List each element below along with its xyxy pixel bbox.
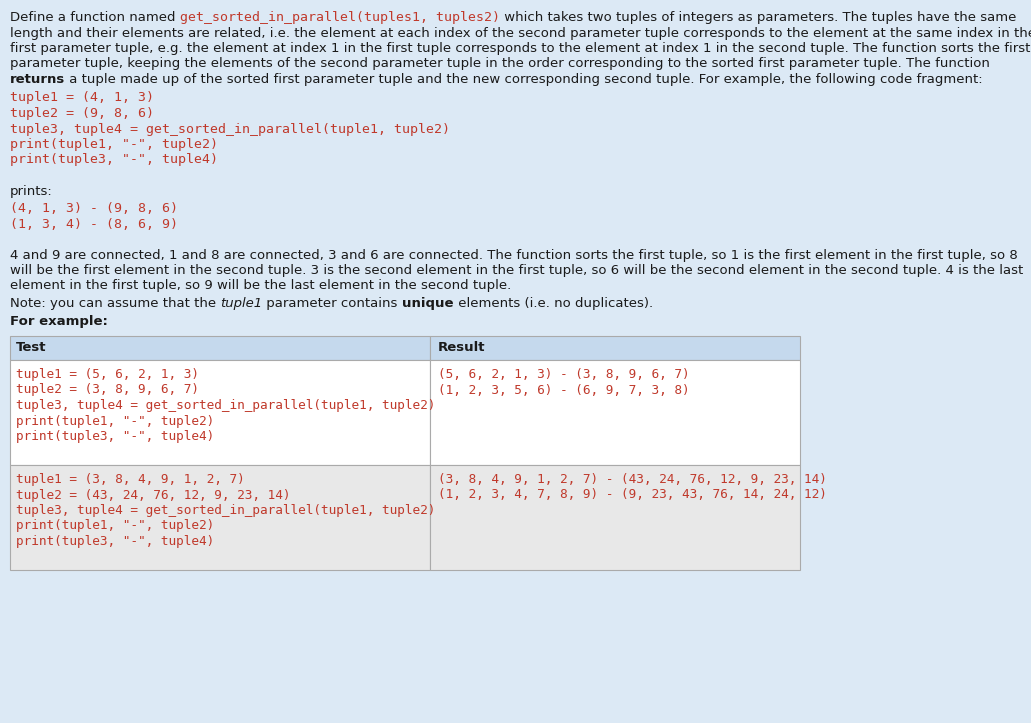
- Text: print(tuple3, "-", tuple4): print(tuple3, "-", tuple4): [16, 430, 214, 443]
- Text: (1, 2, 3, 5, 6) - (6, 9, 7, 3, 8): (1, 2, 3, 5, 6) - (6, 9, 7, 3, 8): [438, 383, 690, 396]
- Text: elements (i.e. no duplicates).: elements (i.e. no duplicates).: [454, 297, 653, 310]
- Text: Result: Result: [438, 341, 486, 354]
- Text: print(tuple3, "-", tuple4): print(tuple3, "-", tuple4): [10, 153, 218, 166]
- Text: unique: unique: [402, 297, 454, 310]
- Bar: [430, 336, 800, 360]
- Bar: [430, 465, 800, 570]
- Text: Define a function named: Define a function named: [10, 11, 179, 24]
- Text: tuple3, tuple4 = get_sorted_in_parallel(tuple1, tuple2): tuple3, tuple4 = get_sorted_in_parallel(…: [16, 399, 435, 412]
- Text: Test: Test: [16, 341, 46, 354]
- Text: prints:: prints:: [10, 184, 53, 197]
- Text: tuple1 = (3, 8, 4, 9, 1, 2, 7): tuple1 = (3, 8, 4, 9, 1, 2, 7): [16, 473, 244, 486]
- Text: a tuple made up of the sorted first parameter tuple and the new corresponding se: a tuple made up of the sorted first para…: [65, 73, 983, 86]
- Text: tuple1 = (4, 1, 3): tuple1 = (4, 1, 3): [10, 92, 154, 105]
- Text: tuple3, tuple4 = get_sorted_in_parallel(tuple1, tuple2): tuple3, tuple4 = get_sorted_in_parallel(…: [16, 504, 435, 517]
- Text: parameter tuple, keeping the elements of the second parameter tuple in the order: parameter tuple, keeping the elements of…: [10, 58, 990, 71]
- Text: returns: returns: [10, 73, 65, 86]
- Text: length and their elements are related, i.e. the element at each index of the sec: length and their elements are related, i…: [10, 27, 1031, 40]
- Text: get_sorted_in_parallel(tuples1, tuples2): get_sorted_in_parallel(tuples1, tuples2): [179, 11, 500, 24]
- Text: print(tuple3, "-", tuple4): print(tuple3, "-", tuple4): [16, 535, 214, 548]
- Bar: [10, 465, 430, 570]
- Text: parameter contains: parameter contains: [263, 297, 402, 310]
- Text: (1, 3, 4) - (8, 6, 9): (1, 3, 4) - (8, 6, 9): [10, 218, 178, 231]
- Text: which takes two tuples of integers as parameters. The tuples have the same: which takes two tuples of integers as pa…: [500, 11, 1017, 24]
- Text: first parameter tuple, e.g. the element at index 1 in the first tuple correspond: first parameter tuple, e.g. the element …: [10, 42, 1030, 55]
- Text: tuple1: tuple1: [221, 297, 263, 310]
- Bar: [10, 360, 430, 465]
- Bar: [430, 360, 800, 465]
- Text: (4, 1, 3) - (9, 8, 6): (4, 1, 3) - (9, 8, 6): [10, 202, 178, 215]
- Text: print(tuple1, "-", tuple2): print(tuple1, "-", tuple2): [10, 138, 218, 151]
- Text: print(tuple1, "-", tuple2): print(tuple1, "-", tuple2): [16, 520, 214, 533]
- Text: (1, 2, 3, 4, 7, 8, 9) - (9, 23, 43, 76, 14, 24, 12): (1, 2, 3, 4, 7, 8, 9) - (9, 23, 43, 76, …: [438, 489, 827, 502]
- Text: tuple2 = (3, 8, 9, 6, 7): tuple2 = (3, 8, 9, 6, 7): [16, 383, 199, 396]
- Bar: [10, 336, 430, 360]
- Text: For example:: For example:: [10, 315, 108, 328]
- Text: tuple2 = (9, 8, 6): tuple2 = (9, 8, 6): [10, 107, 154, 120]
- Text: tuple2 = (43, 24, 76, 12, 9, 23, 14): tuple2 = (43, 24, 76, 12, 9, 23, 14): [16, 489, 291, 502]
- Text: (3, 8, 4, 9, 1, 2, 7) - (43, 24, 76, 12, 9, 23, 14): (3, 8, 4, 9, 1, 2, 7) - (43, 24, 76, 12,…: [438, 473, 827, 486]
- Text: 4 and 9 are connected, 1 and 8 are connected, 3 and 6 are connected. The functio: 4 and 9 are connected, 1 and 8 are conne…: [10, 249, 1018, 262]
- Text: (5, 6, 2, 1, 3) - (3, 8, 9, 6, 7): (5, 6, 2, 1, 3) - (3, 8, 9, 6, 7): [438, 368, 690, 381]
- Text: print(tuple1, "-", tuple2): print(tuple1, "-", tuple2): [16, 414, 214, 427]
- Text: Note: you can assume that the: Note: you can assume that the: [10, 297, 221, 310]
- Text: tuple3, tuple4 = get_sorted_in_parallel(tuple1, tuple2): tuple3, tuple4 = get_sorted_in_parallel(…: [10, 122, 450, 135]
- Text: element in the first tuple, so 9 will be the last element in the second tuple.: element in the first tuple, so 9 will be…: [10, 280, 511, 293]
- Text: will be the first element in the second tuple. 3 is the second element in the fi: will be the first element in the second …: [10, 264, 1023, 277]
- Text: tuple1 = (5, 6, 2, 1, 3): tuple1 = (5, 6, 2, 1, 3): [16, 368, 199, 381]
